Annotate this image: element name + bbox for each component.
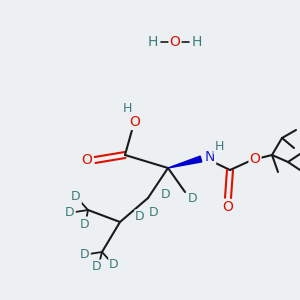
Text: H: H bbox=[214, 140, 224, 154]
Text: D: D bbox=[65, 206, 75, 218]
Text: H: H bbox=[148, 35, 158, 49]
Text: O: O bbox=[223, 200, 233, 214]
Text: D: D bbox=[80, 218, 90, 230]
Text: D: D bbox=[161, 188, 171, 200]
Text: D: D bbox=[109, 257, 119, 271]
Text: O: O bbox=[169, 35, 180, 49]
Text: H: H bbox=[122, 103, 132, 116]
Text: D: D bbox=[149, 206, 159, 218]
Text: O: O bbox=[130, 115, 140, 129]
Text: D: D bbox=[188, 191, 198, 205]
Text: O: O bbox=[82, 153, 92, 167]
Text: D: D bbox=[80, 248, 90, 262]
Text: D: D bbox=[71, 190, 81, 203]
Text: D: D bbox=[92, 260, 102, 274]
Text: H: H bbox=[192, 35, 202, 49]
Polygon shape bbox=[168, 156, 202, 168]
Text: D: D bbox=[135, 211, 145, 224]
Text: N: N bbox=[205, 150, 215, 164]
Text: O: O bbox=[250, 152, 260, 166]
